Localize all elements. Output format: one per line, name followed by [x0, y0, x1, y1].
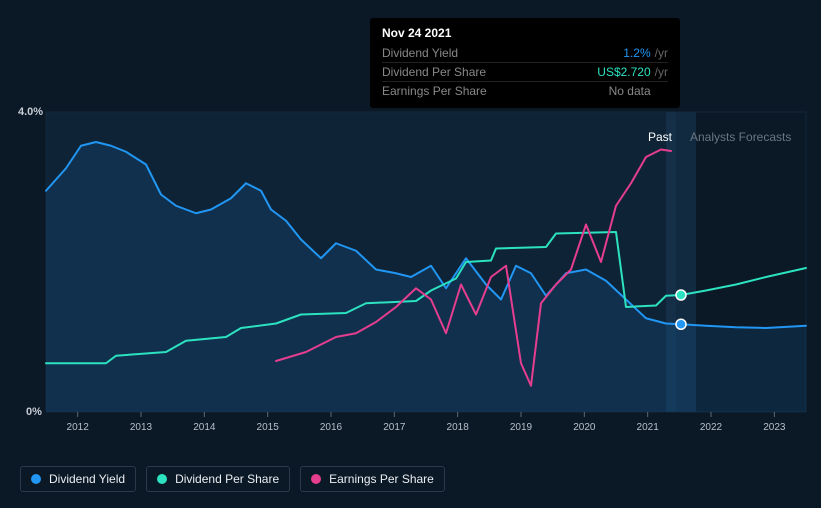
chart-legend: Dividend Yield Dividend Per Share Earnings… — [20, 466, 445, 492]
svg-text:2023: 2023 — [763, 422, 786, 433]
legend-item[interactable]: Dividend Per Share — [146, 466, 290, 492]
legend-label: Earnings Per Share — [329, 472, 434, 486]
svg-text:2019: 2019 — [510, 422, 533, 433]
tooltip-row-unit: /yr — [651, 44, 668, 63]
y-axis-max-label: 4.0% — [18, 106, 43, 118]
tooltip-row-unit: /yr — [651, 63, 668, 82]
tooltip-row-value: 1.2% — [560, 44, 651, 63]
svg-text:2017: 2017 — [383, 422, 406, 433]
tooltip-row: Dividend Per ShareUS$2.720/yr — [382, 63, 668, 82]
tooltip-row: Earnings Per ShareNo data — [382, 82, 668, 101]
tooltip-row-label: Earnings Per Share — [382, 82, 560, 101]
tooltip-date: Nov 24 2021 — [382, 26, 668, 40]
svg-text:2022: 2022 — [700, 422, 723, 433]
tooltip-row-unit — [651, 82, 668, 101]
svg-text:2015: 2015 — [257, 422, 280, 433]
legend-swatch — [157, 474, 167, 484]
legend-swatch — [311, 474, 321, 484]
svg-text:2021: 2021 — [637, 422, 660, 433]
tooltip-row-label: Dividend Yield — [382, 44, 560, 63]
svg-text:2018: 2018 — [447, 422, 470, 433]
tooltip-table: Dividend Yield1.2%/yrDividend Per ShareU… — [382, 44, 668, 100]
tooltip-row: Dividend Yield1.2%/yr — [382, 44, 668, 63]
chart-tooltip: Nov 24 2021 Dividend Yield1.2%/yrDividen… — [370, 18, 680, 108]
tooltip-row-value: US$2.720 — [560, 63, 651, 82]
legend-label: Dividend Per Share — [175, 472, 279, 486]
svg-text:2013: 2013 — [130, 422, 153, 433]
y-axis-min-label: 0% — [26, 406, 42, 418]
legend-swatch — [31, 474, 41, 484]
tooltip-row-label: Dividend Per Share — [382, 63, 560, 82]
section-label-forecast: Analysts Forecasts — [690, 130, 791, 144]
legend-item[interactable]: Dividend Yield — [20, 466, 136, 492]
svg-text:2012: 2012 — [67, 422, 90, 433]
tooltip-row-value: No data — [560, 82, 651, 101]
legend-label: Dividend Yield — [49, 472, 125, 486]
legend-item[interactable]: Earnings Per Share — [300, 466, 445, 492]
svg-text:2020: 2020 — [573, 422, 596, 433]
section-label-past: Past — [648, 130, 672, 144]
svg-text:2016: 2016 — [320, 422, 343, 433]
svg-text:2014: 2014 — [193, 422, 216, 433]
